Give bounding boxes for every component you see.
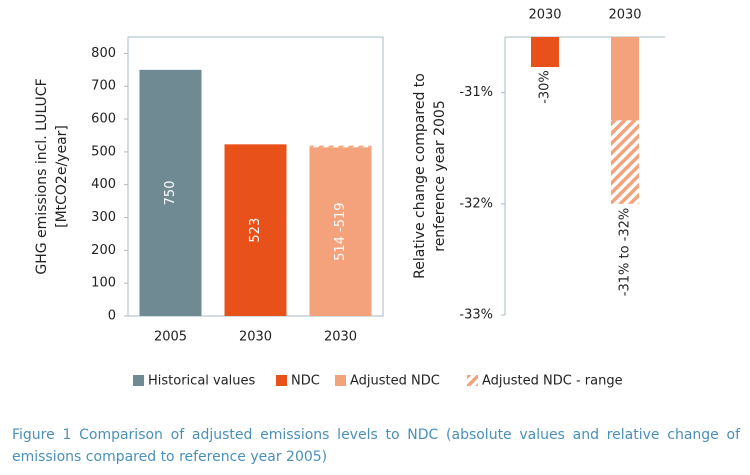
- bar-segment: [611, 120, 639, 204]
- bar-segment: [309, 147, 372, 316]
- x-tick-label: 2030: [528, 8, 561, 23]
- y-tick-label: 0: [108, 309, 116, 324]
- bar-segment: [139, 69, 202, 316]
- y-tick-label: -31%: [459, 85, 493, 100]
- x-tick-label: 2030: [608, 8, 641, 23]
- annotation: -31% to -32%: [618, 208, 633, 297]
- legend-label: Adjusted NDC: [350, 374, 440, 389]
- x-tick-label: 2030: [324, 330, 357, 345]
- annotation: -30%: [538, 70, 553, 104]
- y-tick-label: 400: [91, 177, 116, 192]
- y-tick-label: 300: [91, 210, 116, 225]
- y-tick-label: 600: [91, 112, 116, 127]
- y-tick-label: 100: [91, 276, 116, 291]
- legend-swatch: [467, 375, 478, 386]
- y-axis-label: Relative change compared to: [412, 73, 428, 279]
- y-tick-label: -33%: [459, 308, 493, 323]
- y-tick-label: 500: [91, 144, 116, 159]
- y-tick-label: 800: [91, 46, 116, 61]
- data-label: 514 -519: [333, 202, 348, 260]
- bar-segment: [611, 37, 639, 121]
- y-tick-label: -32%: [459, 196, 493, 211]
- y-axis-label: [MtCO2e/year]: [54, 125, 70, 228]
- legend-swatch: [335, 375, 346, 386]
- legend-label: NDC: [291, 374, 320, 389]
- legend-label: Historical values: [148, 374, 256, 389]
- chart: 0 100 200 300 400 500 600 700 800 GHG emissions i…: [34, 8, 665, 389]
- x-tick-label: 2005: [154, 330, 187, 345]
- legend-swatch: [276, 375, 287, 386]
- data-label: 523: [248, 218, 263, 243]
- bar-segment: [531, 37, 559, 68]
- y-tick-label: 700: [91, 79, 116, 94]
- bar-segment: [309, 145, 372, 148]
- legend-label: Adjusted NDC - range: [482, 374, 623, 389]
- figure-caption: Figure 1 Comparison of adjusted emission…: [12, 427, 740, 465]
- y-axis-label: renference year 2005: [432, 100, 448, 251]
- legend-swatch: [133, 375, 144, 386]
- bar-segment: [224, 144, 287, 316]
- y-axis-label: GHG emissions incl. LULUCF: [34, 78, 50, 274]
- y-tick-label: 200: [91, 243, 116, 258]
- x-tick-label: 2030: [239, 330, 272, 345]
- data-label: 750: [163, 180, 178, 205]
